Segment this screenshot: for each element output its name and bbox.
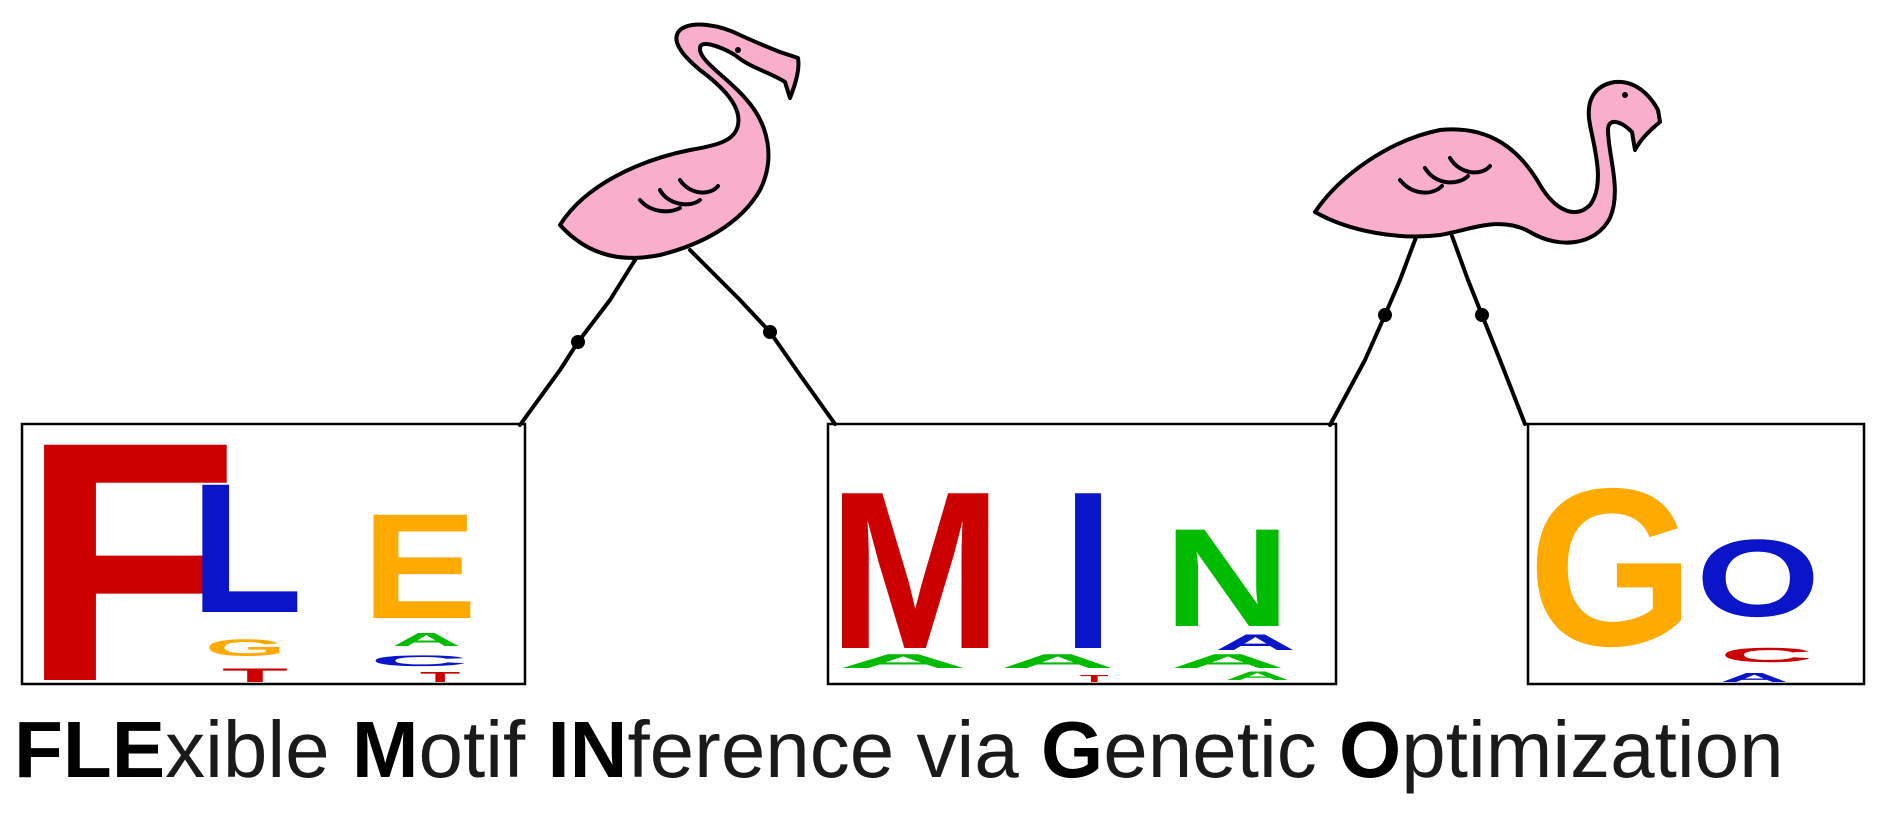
logo-small-letter: T [222,664,288,686]
logo-box-min [826,422,1338,686]
flamingo-left-wing [678,178,720,195]
logo-small-letter: G [205,634,286,661]
flamingo-left-wing [658,188,702,207]
tagline-word-flexible-rest: xible [165,705,330,794]
flamingo-right-wing [1423,166,1470,185]
flamingo-left-knee [571,335,585,349]
flamingo-right-wing [1398,178,1444,195]
flamingo-left [518,22,837,427]
flamingo-left-knee [763,325,777,339]
flamingo-right-knee [1378,308,1392,322]
tagline-word-genetic-rest: enetic [1103,705,1317,794]
tagline-word-optimization-initial: O [1338,705,1402,794]
flamingo-right-knee [1475,308,1489,322]
logo-letter-l: L [190,446,303,652]
logo-small-letter: A [1720,671,1789,685]
logo-box-fle [20,422,527,686]
logo-letter-g: G [1528,441,1694,693]
flamingo-right-body [1313,79,1662,245]
flamingo-right-eye [1622,92,1628,98]
logo-small-letter: A [392,629,461,650]
flamingo-left-eye [735,47,741,53]
tagline-word-via: via [916,705,1019,794]
tagline-word-motif-rest: otif [418,705,526,794]
flamingo-left-wing [638,198,682,214]
logo-small-letter: T [420,669,460,686]
flamingo-left-body [558,22,801,260]
logo-small-letter: A [1170,650,1286,672]
tagline-word-flexible-initials: FLE [14,705,166,794]
flamingo-right-leg-front [1450,234,1527,426]
logo-small-letter: C [370,652,468,669]
logo-letter-o: O [1696,517,1820,640]
tagline: FLExible Motif INference via Genetic Opt… [14,700,1874,810]
tagline-word-inference-initials: IN [547,705,628,794]
logo-box-go [1526,422,1866,686]
logo-small-letter: A [1215,630,1296,655]
logo-small-letter: T [1080,673,1109,685]
logo-letter-n: N [1164,500,1290,656]
tagline-word-optimization-rest: ptimization [1401,705,1784,794]
flamingo-right-wing [1448,156,1492,175]
logo-letter-i: I [1063,446,1113,697]
logo-letter-e: E [362,483,477,650]
tagline-word-inference-rest: ference [627,705,895,794]
logo-small-letter: C [1720,643,1813,666]
logo-small-letter: A [1225,669,1290,682]
tagline-word-genetic-initial: G [1041,705,1104,794]
logo-letter-f: F [20,371,240,753]
logo-small-letter: A [838,650,968,672]
tagline-word-motif-initial: M [351,705,419,794]
flamingo-left-leg-front [688,248,837,426]
logo-letter-m: M [828,445,1002,697]
logo-small-letter: A [1000,650,1116,672]
flamingo-right [1313,79,1662,427]
flamingo-right-leg-back [1328,230,1420,427]
